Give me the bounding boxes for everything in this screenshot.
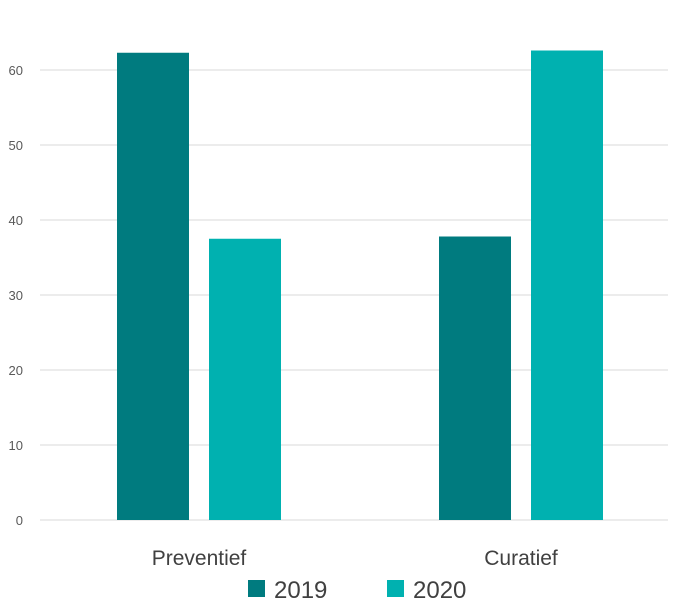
- legend-swatch-2020: [387, 580, 404, 597]
- y-tick-label-40: 40: [9, 213, 23, 228]
- bar-preventief-2020: [209, 238, 281, 520]
- y-tick-label-10: 10: [9, 438, 23, 453]
- y-axis-tick-labels: 0 10 20 30 40 50 60: [9, 63, 23, 528]
- legend-label-2019: 2019: [274, 577, 327, 604]
- legend-swatch-2019: [248, 580, 265, 597]
- legend-label-2020: 2020: [413, 577, 466, 604]
- bar-preventief-2019: [117, 52, 189, 520]
- y-tick-label-50: 50: [9, 138, 23, 153]
- bars: [117, 50, 603, 520]
- x-axis-category-labels: Preventief Curatief: [152, 547, 558, 570]
- x-category-label-preventief: Preventief: [152, 547, 247, 570]
- bar-curatief-2020: [531, 50, 603, 520]
- x-category-label-curatief: Curatief: [484, 547, 558, 570]
- y-tick-label-30: 30: [9, 288, 23, 303]
- y-tick-label-20: 20: [9, 363, 23, 378]
- bar-curatief-2019: [439, 236, 511, 520]
- y-tick-label-60: 60: [9, 63, 23, 78]
- legend: 2019 2020: [248, 577, 466, 604]
- y-tick-label-0: 0: [16, 513, 23, 528]
